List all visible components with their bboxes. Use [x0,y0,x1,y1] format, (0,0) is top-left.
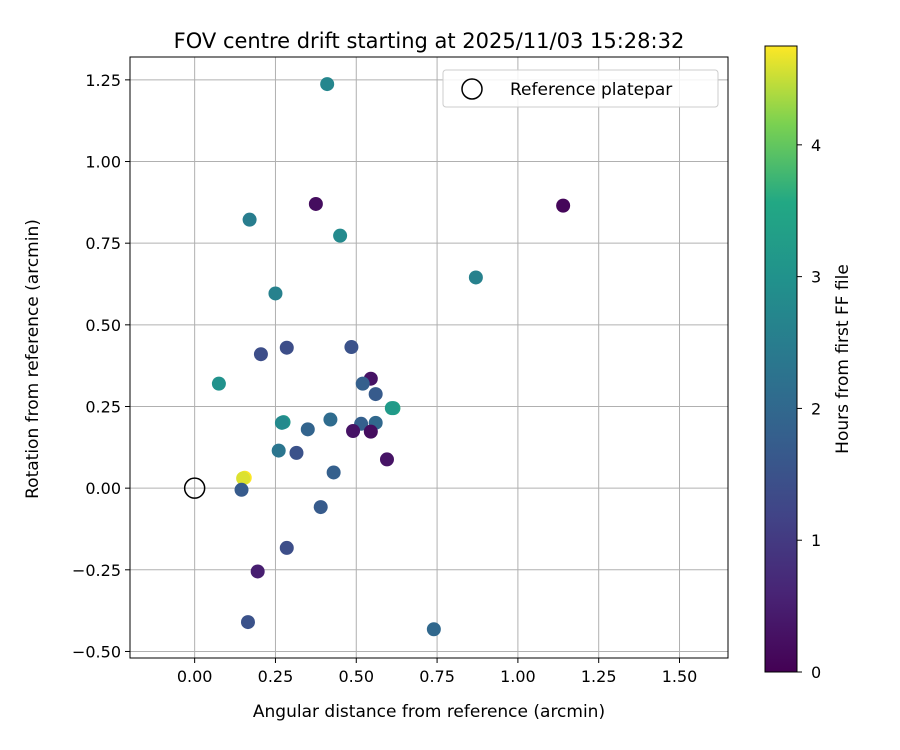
x-tick-label: 1.50 [662,667,698,686]
y-tick-label: 0.75 [85,234,121,253]
data-point [268,286,283,301]
chart-title: FOV centre drift starting at 2025/11/03 … [174,29,685,53]
data-point [344,340,359,355]
colorbar: 0 1 2 3 4 Hours from first FF file [764,45,853,682]
x-tick-label: 0.00 [177,667,213,686]
data-point [346,423,361,438]
plot-frame [129,56,729,659]
data-point [289,445,304,460]
data-point [384,401,399,416]
reference-layer [183,477,206,499]
data-point [279,340,294,355]
data-point [468,270,483,285]
data-point [333,228,348,243]
y-tick-label: 0.25 [85,397,121,416]
colorbar-title: Hours from first FF file [833,264,853,454]
y-tick-label: 0.00 [85,479,121,498]
x-tick-label: 1.00 [500,667,536,686]
data-point [274,415,289,430]
x-tick-label: 0.50 [338,667,374,686]
y-tick-label: 1.25 [85,71,121,90]
data-point [313,500,328,515]
colorbar-gradient [764,45,798,673]
legend-box [442,69,719,108]
data-point [320,77,335,92]
data-point [363,424,378,439]
data-point [211,376,226,391]
data-point [300,422,315,437]
reference-platepar-marker [183,477,206,499]
data-point [556,198,571,213]
legend: Reference platepar [442,69,719,108]
colorbar-tick-label: 4 [811,136,821,155]
data-point [326,465,341,480]
legend-label: Reference platepar [510,80,672,100]
colorbar-tick-label: 0 [811,663,821,682]
data-point [253,347,268,362]
data-point [426,622,441,637]
colorbar-tick-label: 1 [811,531,821,550]
data-point [308,196,323,211]
data-point [271,443,286,458]
data-points [211,77,571,637]
data-point [379,452,394,467]
grid [130,57,728,658]
legend-marker-icon [461,78,483,100]
data-point [368,387,383,402]
x-tick-label: 0.75 [419,667,455,686]
axis-ticks: 0.00 0.25 0.50 0.75 1.00 1.25 1.50 −0.50 −0.25 0.… [72,71,697,686]
x-axis-title: Angular distance from reference (arcmin) [253,702,605,722]
data-point [323,412,338,427]
y-tick-label: −0.50 [72,642,121,661]
y-tick-label: 1.00 [85,153,121,172]
data-point [355,376,370,391]
data-point [250,564,265,579]
y-axis-title: Rotation from reference (arcmin) [23,219,43,499]
data-point [242,212,257,227]
data-point [279,540,294,555]
x-tick-label: 0.25 [258,667,294,686]
colorbar-tick-label: 3 [811,268,821,287]
data-point [236,471,251,486]
y-tick-label: 0.50 [85,316,121,335]
colorbar-ticks: 0 1 2 3 4 [797,136,821,682]
x-tick-label: 1.25 [581,667,617,686]
y-tick-label: −0.25 [72,561,121,580]
data-point [240,615,255,630]
colorbar-tick-label: 2 [811,399,821,418]
data-point [234,482,249,497]
